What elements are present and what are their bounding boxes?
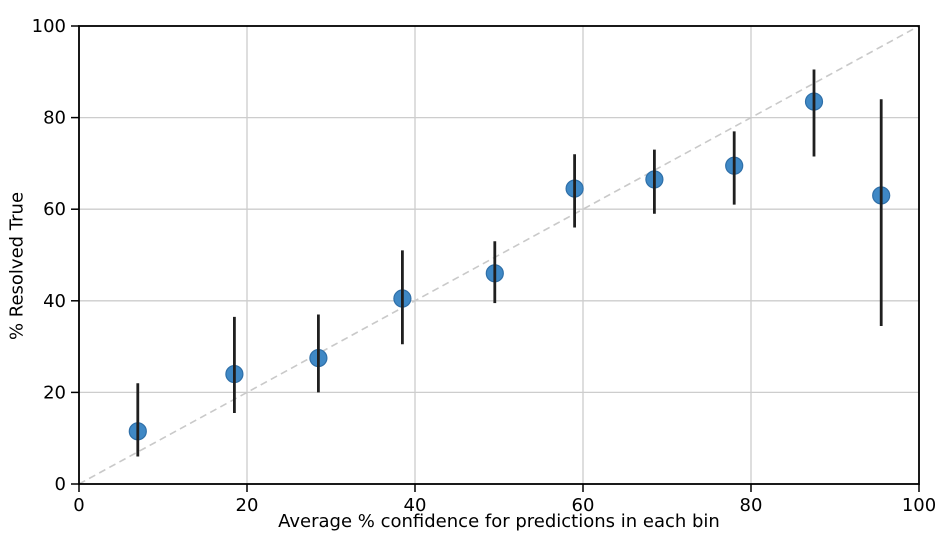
y-tick-label: 40 [43,291,66,312]
x-tick-label: 60 [572,495,595,516]
y-tick-label: 80 [43,108,66,129]
x-tick-label: 40 [404,495,427,516]
y-tick-label: 100 [32,16,66,37]
y-axis-label: % Resolved True [6,191,28,341]
x-tick-label: 80 [740,495,763,516]
axes-spines [78,25,920,485]
y-tick-label: 20 [43,382,66,403]
x-tick-label: 0 [73,495,84,516]
x-axis-label: Average % confidence for predictions in … [278,511,720,532]
y-tick-label: 60 [43,199,66,220]
reference-diagonal-line [78,25,920,485]
y-tick-label: 0 [55,474,66,495]
x-tick-label: 20 [236,495,259,516]
x-tick-label: 100 [902,495,936,516]
